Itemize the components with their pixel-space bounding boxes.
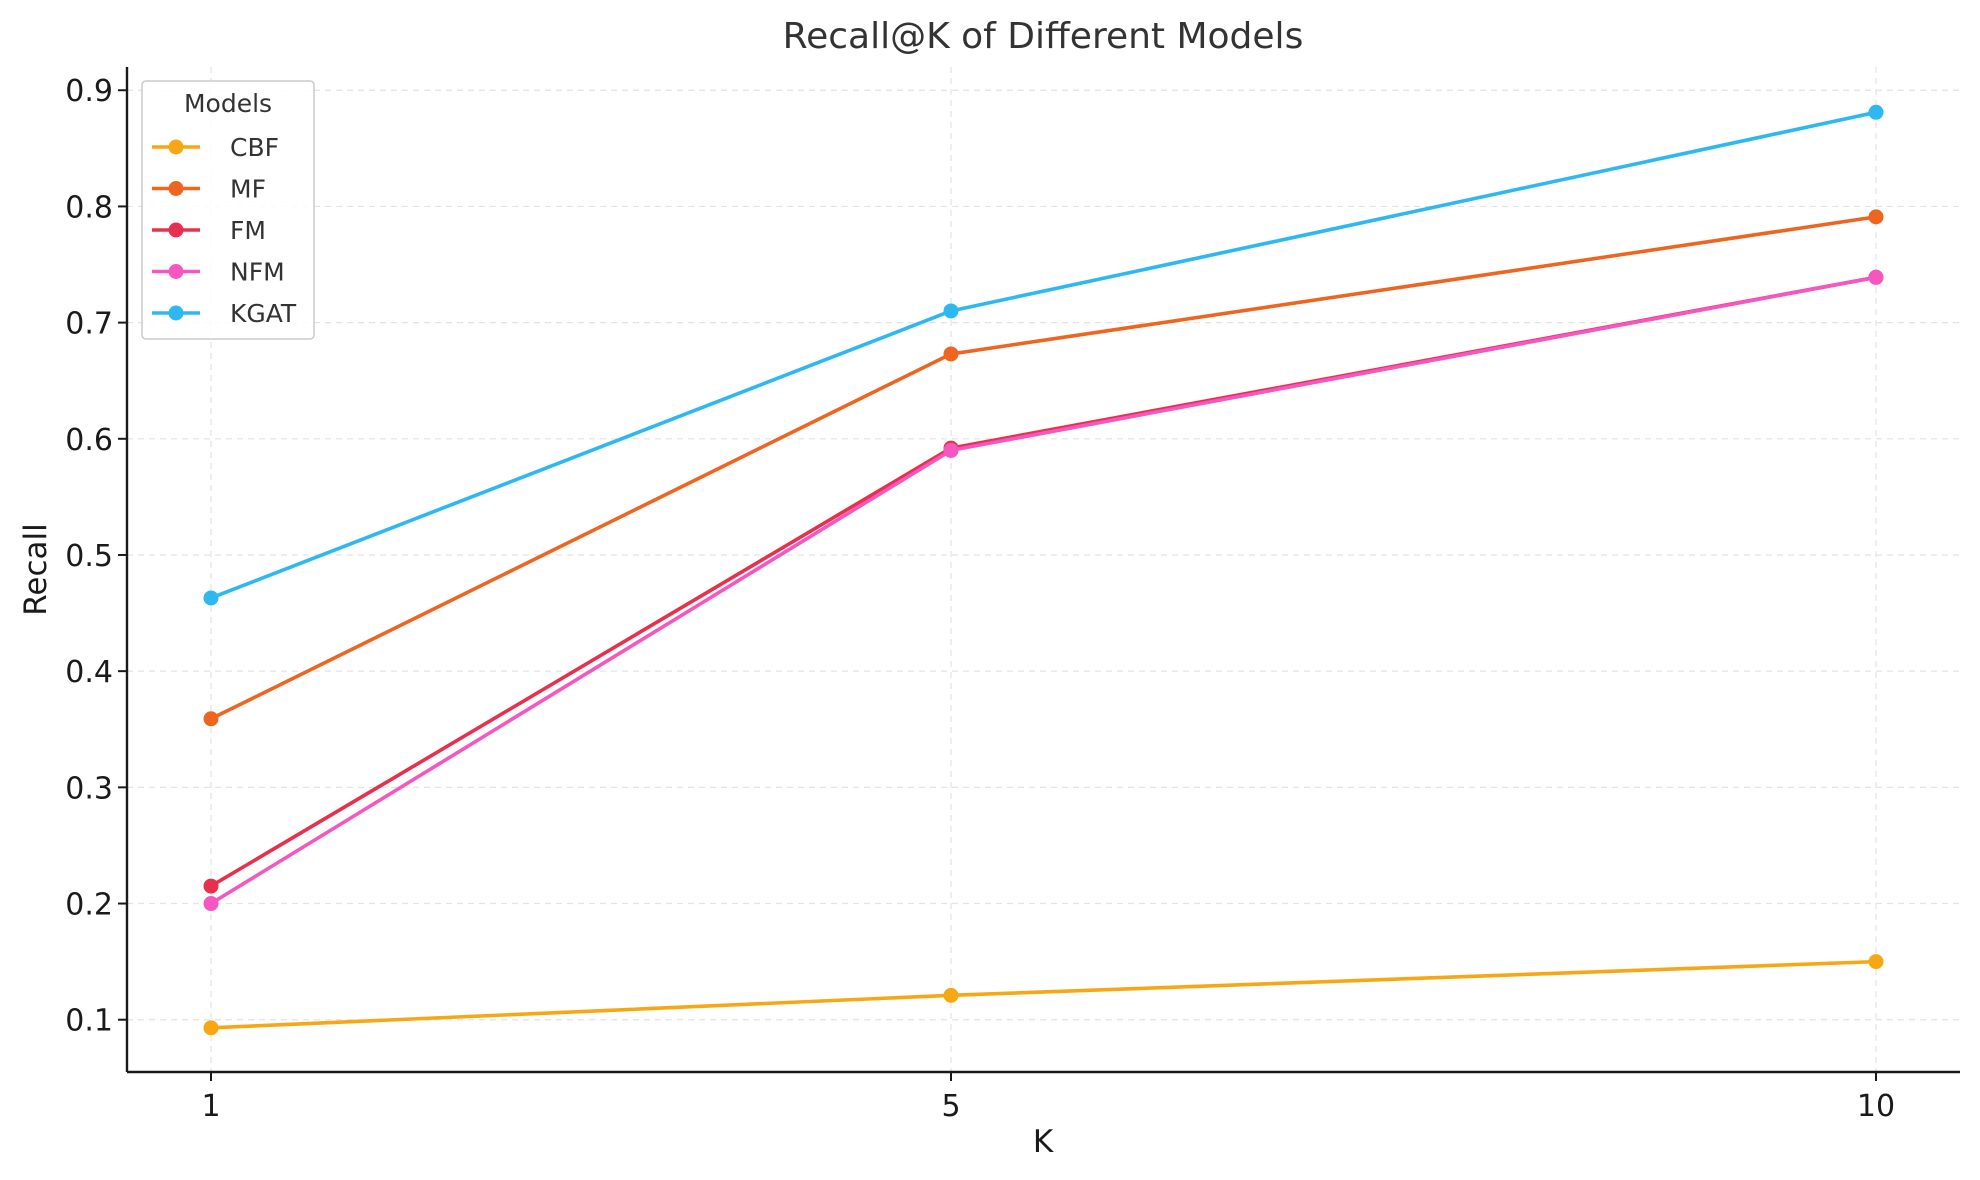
y-axis-title: Recall (18, 523, 54, 616)
legend-swatch-marker (168, 264, 184, 279)
legend-item-cbf: CBF (152, 133, 279, 162)
series-line (209, 959, 1878, 1030)
legend-item-kgat: KGAT (152, 299, 297, 328)
legend-label: KGAT (230, 299, 297, 328)
legend-item-fm: FM (152, 216, 266, 245)
legend-swatch-marker (168, 222, 184, 238)
series-nfm (203, 269, 1884, 912)
y-tick-label: 0.3 (65, 771, 113, 806)
data-point (1868, 269, 1884, 285)
data-point (1868, 954, 1884, 970)
series-kgat (203, 104, 1884, 606)
grid (127, 67, 1960, 1072)
y-tick-label: 0.2 (65, 888, 113, 923)
legend-label: NFM (230, 258, 285, 287)
y-tick-label: 0.5 (65, 539, 113, 574)
y-tick-label: 0.4 (65, 655, 113, 690)
legend-swatch-marker (168, 305, 184, 321)
y-tick-label: 0.9 (65, 74, 113, 109)
chart-title: Recall@K of Different Models (783, 16, 1304, 57)
data-point (1868, 209, 1884, 225)
y-tick-label: 0.7 (65, 307, 113, 342)
series-cbf (203, 954, 1884, 1036)
series-line (209, 110, 1878, 600)
legend-label: CBF (230, 133, 279, 162)
axes (125, 67, 1960, 1074)
legend-swatch-marker (168, 181, 184, 196)
y-tick-label: 0.1 (65, 1004, 113, 1039)
data-point (943, 303, 959, 319)
x-axis-title: K (1033, 1124, 1054, 1160)
ticks: 0.1 0.2 0.3 0.4 0.5 0.6 0.7 0.8 0.9 1 5 10 (65, 74, 1895, 1124)
data-point (1868, 104, 1884, 120)
legend-label: MF (230, 175, 266, 204)
legend-title: Models (184, 89, 272, 118)
data-point (943, 987, 959, 1003)
data-point (943, 346, 959, 362)
data-point (203, 590, 219, 606)
x-tick-label: 10 (1857, 1089, 1895, 1124)
y-tick-label: 0.6 (65, 423, 113, 458)
legend-item-nfm: NFM (152, 258, 285, 287)
y-tick-label: 0.8 (65, 190, 113, 225)
data-point (203, 711, 219, 727)
data-point (203, 878, 219, 894)
legend-swatch-marker (168, 139, 184, 155)
x-tick-label: 1 (201, 1089, 220, 1124)
series-mf (203, 209, 1884, 727)
data-point (943, 442, 959, 458)
legend: Models CBF MF FM NFM KGAT (141, 80, 315, 340)
legend-item-mf: MF (152, 175, 266, 204)
x-tick-label: 5 (941, 1089, 960, 1124)
data-point (203, 1020, 219, 1036)
legend-label: FM (230, 216, 266, 245)
series-line (209, 275, 1878, 906)
series-fm (203, 269, 1884, 894)
data-point (203, 896, 219, 912)
series-line (209, 275, 1878, 888)
series (203, 104, 1884, 1036)
